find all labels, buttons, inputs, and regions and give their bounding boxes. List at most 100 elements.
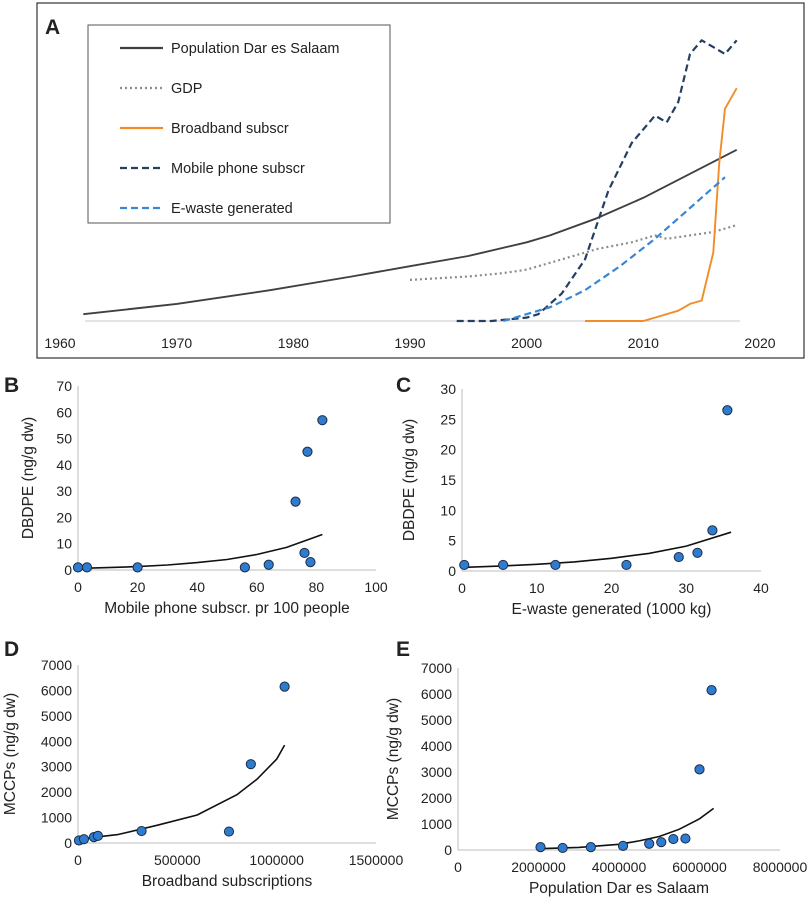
series-line-3 [456, 39, 738, 323]
data-point [459, 559, 470, 571]
x-tick-label: 30 [678, 580, 694, 596]
y-tick-label: 5000 [41, 708, 72, 724]
x-tick-label: 40 [189, 579, 205, 595]
legend-label: E-waste generated [171, 201, 293, 217]
data-point [621, 559, 632, 571]
x-tick-label: 6000000 [672, 859, 727, 875]
y-tick-label: 3000 [421, 764, 452, 780]
y-tick-label: 4000 [421, 738, 452, 754]
legend-label: Broadband subscr [171, 121, 289, 137]
x-axis-title: Mobile phone subscr. pr 100 people [104, 600, 350, 617]
data-point [617, 840, 629, 851]
data-point [707, 525, 718, 536]
y-tick-label: 1000 [41, 810, 72, 826]
data-point [279, 681, 290, 692]
panel-a-x-tick: 2010 [628, 335, 659, 351]
data-point [239, 562, 250, 573]
x-tick-label: 8000000 [753, 859, 808, 875]
y-tick-label: 0 [64, 562, 72, 578]
data-point [692, 547, 703, 558]
data-point [136, 825, 147, 837]
panel-a-x-tick: 1990 [394, 335, 425, 351]
data-point [263, 559, 274, 570]
panel-d-letter: D [4, 638, 19, 661]
y-tick-label: 40 [56, 457, 72, 473]
y-tick-label: 50 [56, 431, 72, 447]
panel-a-x-tick: 1970 [161, 335, 192, 351]
trend-line [77, 533, 323, 570]
y-tick-label: 0 [64, 835, 72, 851]
data-point [92, 830, 103, 841]
y-tick-label: 30 [56, 483, 72, 499]
series-line-1 [409, 224, 738, 281]
y-tick-label: 7000 [41, 657, 72, 673]
y-tick-label: 15 [440, 472, 456, 488]
data-point [290, 496, 301, 507]
legend-label: GDP [171, 81, 202, 97]
data-point [557, 842, 568, 854]
data-point [299, 547, 310, 559]
x-tick-label: 20 [604, 580, 620, 596]
legend-label: Mobile phone subscr [171, 161, 305, 177]
x-tick-label: 1000000 [249, 852, 304, 868]
x-axis-title: Population Dar es Salaam [529, 880, 709, 897]
data-point [132, 562, 143, 573]
x-tick-label: 20 [130, 579, 146, 595]
x-tick-label: 0 [458, 580, 466, 596]
data-point [78, 834, 90, 845]
y-tick-label: 30 [440, 381, 456, 397]
y-tick-label: 5000 [421, 712, 452, 728]
panel-c-letter: C [396, 374, 411, 397]
panel-d-chart: 0 1000 2000 3000 4000 5000 6000 7000 0 500000 1000… [2, 657, 403, 890]
y-axis-title: MCCPs (ng/g dw) [385, 698, 402, 820]
data-point [585, 842, 596, 853]
y-tick-label: 1000 [421, 816, 452, 832]
data-point [223, 826, 235, 837]
x-tick-label: 0 [74, 852, 82, 868]
trend-line [77, 744, 286, 840]
y-tick-label: 6000 [421, 686, 452, 702]
y-axis-title: DBDPE (ng/g dw) [401, 419, 418, 541]
panel-e-letter: E [396, 638, 410, 661]
data-point [302, 446, 313, 457]
y-tick-label: 0 [448, 563, 456, 579]
legend-box [87, 24, 391, 224]
panel-a-x-tick: 2000 [511, 335, 542, 351]
series-line-4 [502, 176, 726, 323]
y-tick-label: 7000 [421, 660, 452, 676]
panel-b-chart: 0 10 20 30 40 50 60 70 0 20 40 60 80 100 Mobile phone … [20, 378, 388, 617]
x-axis-title: E-waste generated (1000 kg) [512, 601, 712, 618]
legend-label: Population Dar es Salaam [171, 41, 339, 57]
y-tick-label: 3000 [41, 759, 72, 775]
data-point [668, 833, 679, 845]
data-point [245, 759, 256, 770]
panel-b-letter: B [4, 374, 19, 397]
y-tick-label: 20 [440, 442, 456, 458]
x-tick-label: 4000000 [592, 859, 647, 875]
x-tick-label: 1500000 [349, 852, 404, 868]
data-point [550, 559, 561, 571]
data-point [644, 838, 655, 849]
legend: Population Dar es Salaam GDP Broadband sub… [120, 41, 339, 217]
y-tick-label: 6000 [41, 682, 72, 698]
x-tick-label: 100 [364, 579, 388, 595]
y-tick-label: 2000 [421, 790, 452, 806]
x-tick-label: 10 [529, 580, 545, 596]
panel-e-chart: 0 1000 2000 3000 4000 5000 6000 7000 0 2000000 400… [385, 660, 807, 897]
data-point [72, 562, 84, 573]
series-line-0 [83, 148, 738, 316]
y-tick-label: 20 [56, 509, 72, 525]
panel-a-letter: A [45, 16, 60, 39]
x-tick-label: 40 [753, 580, 769, 596]
panel-a-x-tick: 2020 [744, 335, 775, 351]
data-point [498, 559, 509, 571]
y-tick-label: 0 [444, 842, 452, 858]
x-tick-label: 0 [74, 579, 82, 595]
y-tick-label: 10 [440, 502, 456, 518]
y-axis-title: MCCPs (ng/g dw) [2, 693, 19, 815]
data-point [722, 405, 733, 416]
panel-a-x-tick: 1960 [44, 335, 75, 351]
x-tick-label: 0 [454, 859, 462, 875]
data-point [535, 842, 546, 853]
